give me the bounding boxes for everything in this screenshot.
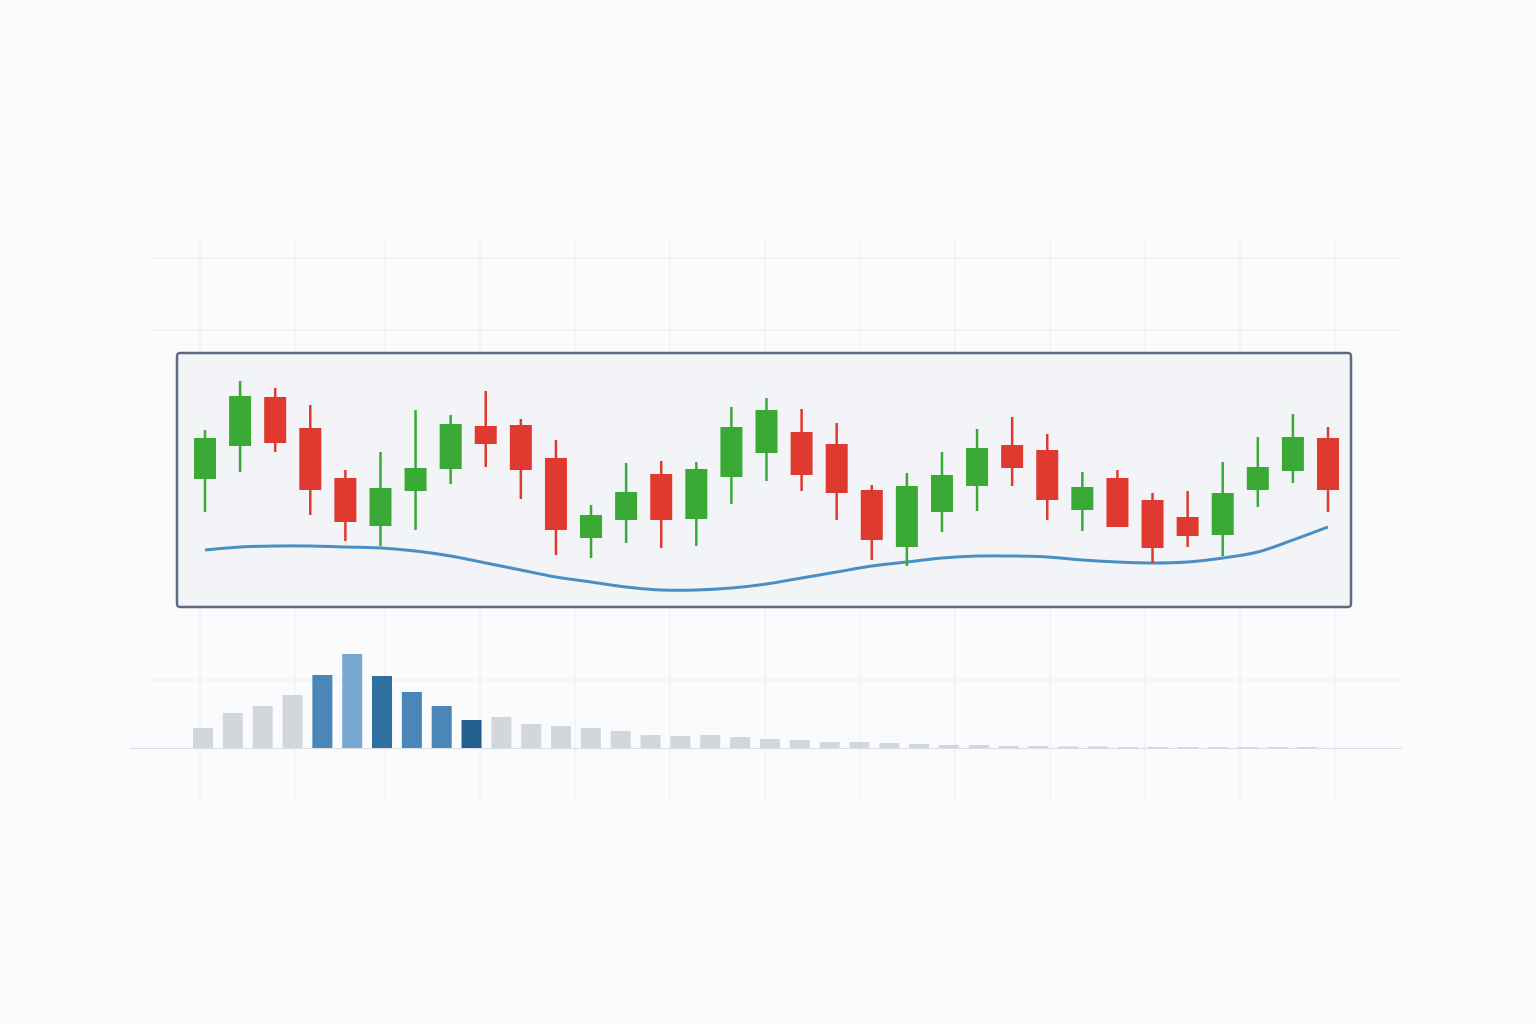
- candle-body: [755, 410, 778, 453]
- volume-bar: [312, 675, 333, 748]
- volume-bar: [1117, 747, 1138, 748]
- volume-bar: [491, 717, 512, 748]
- volume-bar: [1267, 747, 1288, 748]
- candle-body: [369, 488, 392, 526]
- volume-bar: [849, 742, 870, 748]
- volume-bar: [700, 735, 721, 748]
- candle-body: [509, 425, 532, 470]
- volume-bar: [789, 740, 810, 748]
- volume-bar: [252, 706, 273, 748]
- volume-bar: [461, 720, 482, 748]
- volume-bar: [1297, 747, 1317, 748]
- candle-body: [404, 468, 427, 491]
- volume-bar: [610, 731, 631, 748]
- volume-bar: [1088, 746, 1109, 748]
- candle-body: [1281, 437, 1304, 471]
- volume-bar: [193, 728, 213, 748]
- candle-body: [1246, 467, 1269, 490]
- volume-bar: [1177, 747, 1198, 748]
- candle-body: [966, 448, 989, 486]
- candle-panel: [175, 351, 1353, 609]
- candle-body: [790, 432, 813, 475]
- volume-bar: [730, 737, 751, 748]
- volume-bar: [1147, 747, 1168, 748]
- candle-body: [1106, 478, 1129, 527]
- candle-body: [650, 474, 673, 520]
- candle-body: [580, 515, 603, 538]
- candle-body: [1036, 450, 1059, 500]
- volume-bar: [401, 692, 422, 748]
- volume-bar: [580, 728, 601, 748]
- volume-bar: [998, 746, 1019, 748]
- volume-bar: [282, 695, 303, 748]
- candle-body: [544, 458, 567, 530]
- volume-bar: [551, 726, 572, 748]
- candle-body: [1211, 493, 1234, 535]
- candle-body: [474, 426, 497, 444]
- candle-body: [229, 396, 252, 446]
- volume-bar: [968, 745, 989, 748]
- candle-body: [299, 428, 322, 490]
- candle-body: [1317, 438, 1339, 490]
- candle-body: [1176, 517, 1199, 536]
- candle-body: [615, 492, 638, 520]
- candle-body: [930, 475, 953, 512]
- candle-body: [264, 397, 287, 443]
- volume-bar: [640, 735, 661, 748]
- volume-bar: [938, 745, 959, 748]
- volume-bar: [342, 654, 363, 748]
- volume-bar: [879, 743, 900, 748]
- volume-bar: [1207, 747, 1228, 748]
- candle-body: [825, 444, 848, 493]
- candle-body: [685, 469, 708, 519]
- volume-bar: [222, 713, 243, 748]
- candle-body: [1141, 500, 1164, 548]
- volume-bar: [372, 676, 393, 748]
- candle-body: [1001, 445, 1024, 468]
- candle-body: [720, 427, 743, 477]
- volume-bar: [1028, 746, 1049, 748]
- volume-bar: [759, 739, 780, 748]
- candle-body: [194, 438, 216, 479]
- candle-body: [1071, 487, 1094, 510]
- volume-bar: [819, 742, 840, 748]
- volume-bar: [1237, 747, 1258, 748]
- candle-body: [334, 478, 357, 522]
- volume-bar: [909, 744, 930, 748]
- volume-bar: [670, 736, 691, 748]
- volume-bar: [431, 706, 452, 748]
- volume-bar: [521, 724, 542, 748]
- moving-average-line: [204, 525, 1329, 592]
- candle-body: [439, 424, 462, 469]
- candle-body: [895, 486, 918, 547]
- candle-body: [860, 490, 883, 540]
- volume-bar: [1058, 746, 1079, 748]
